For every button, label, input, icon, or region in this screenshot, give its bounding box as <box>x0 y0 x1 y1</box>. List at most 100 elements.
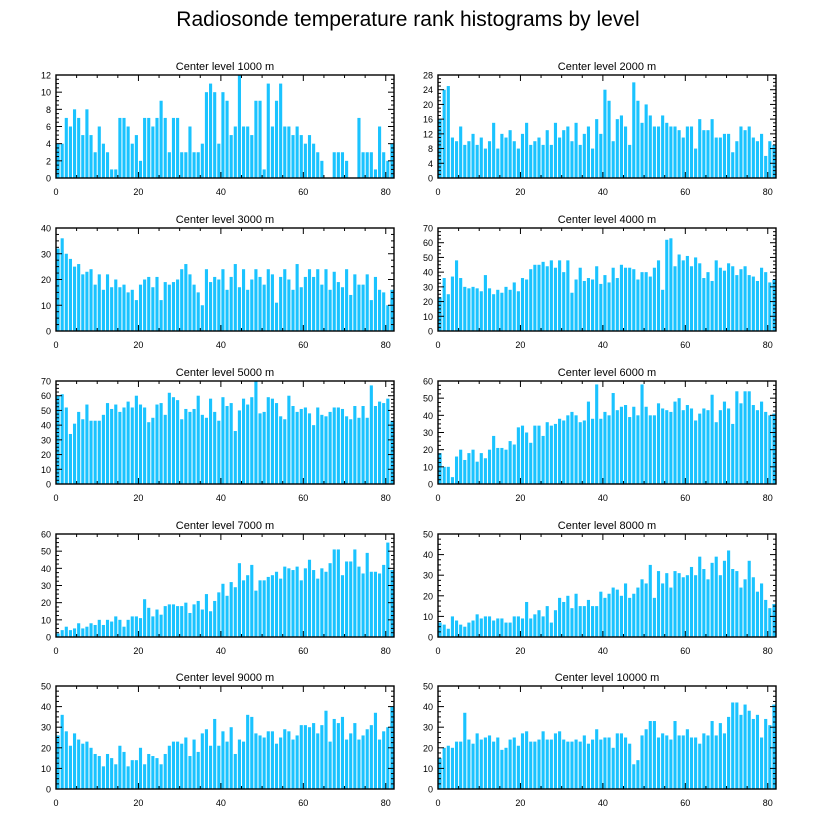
y-tick-label: 20 <box>41 743 51 753</box>
histogram-bar <box>459 126 463 178</box>
panel-2: Center level 2000 m 0 4 8 12 16 20 24 28 0 20 40 60 8… <box>423 61 777 197</box>
histogram-bar <box>541 261 545 331</box>
histogram-bar <box>130 616 134 637</box>
histogram-bar <box>656 403 661 484</box>
histogram-bar <box>159 100 163 178</box>
histogram-bar <box>760 401 764 484</box>
x-tick-label: 20 <box>133 493 143 503</box>
y-tick-label: 0 <box>46 174 51 184</box>
histogram-bar <box>126 292 130 332</box>
y-tick-label: 8 <box>428 144 433 154</box>
histogram-bar <box>114 404 118 484</box>
histogram-bar <box>632 269 636 331</box>
histogram-bar <box>595 119 599 178</box>
x-tick-label: 20 <box>133 187 143 197</box>
histogram-bar <box>578 741 582 789</box>
x-tick-label: 0 <box>53 646 58 656</box>
histogram-bar <box>537 610 541 637</box>
histogram-bar <box>607 737 611 789</box>
histogram-bar <box>151 287 155 331</box>
histogram-bar <box>648 115 652 178</box>
histogram-bar <box>764 718 768 789</box>
histogram-bar <box>324 710 328 789</box>
histogram-bar <box>221 92 225 178</box>
histogram-bar <box>295 735 299 789</box>
histogram-bar <box>533 741 537 789</box>
histogram-bar <box>81 419 85 484</box>
histogram-bar <box>475 461 479 484</box>
histogram-bar <box>549 622 553 637</box>
histogram-bar <box>578 606 582 637</box>
histogram-bar <box>332 718 336 789</box>
histogram-bar <box>340 716 345 789</box>
histogram-bar <box>496 447 500 484</box>
histogram-bar <box>558 731 562 789</box>
histogram-bar <box>718 410 722 484</box>
histogram-bar <box>743 391 747 484</box>
y-tick-label: 20 <box>423 445 433 455</box>
histogram-bar <box>101 414 105 484</box>
histogram-bar <box>159 614 163 637</box>
y-tick-label: 30 <box>423 428 433 438</box>
histogram-bar <box>508 441 512 484</box>
histogram-bar <box>171 282 176 331</box>
histogram-bar <box>743 704 747 789</box>
histogram-bar <box>213 600 217 637</box>
histogram-bar <box>105 619 110 637</box>
histogram-bar <box>171 741 176 789</box>
histogram-bar <box>85 741 89 789</box>
histogram-bar <box>241 741 246 789</box>
x-tick-label: 80 <box>763 798 773 808</box>
y-tick-label: 70 <box>423 224 433 234</box>
histogram-bar <box>603 597 607 637</box>
histogram-bar <box>595 729 599 789</box>
histogram-bar <box>459 449 463 484</box>
histogram-bar <box>520 733 525 789</box>
histogram-bar <box>266 269 270 331</box>
histogram-bar <box>512 616 516 637</box>
histogram-bar <box>623 737 628 789</box>
histogram-bar <box>681 260 685 331</box>
histogram-bar <box>533 264 537 331</box>
histogram-bar <box>332 407 336 484</box>
histogram-bar <box>188 756 192 789</box>
histogram-bar <box>369 725 373 789</box>
histogram-bar <box>623 267 628 331</box>
histogram-bar <box>274 743 279 789</box>
histogram-bar <box>101 289 105 331</box>
histogram-bar <box>241 580 246 637</box>
histogram-bar <box>60 143 64 178</box>
histogram-bar <box>533 425 537 484</box>
x-tick-label: 20 <box>515 187 525 197</box>
panel-title: Center level 9000 m <box>176 672 274 684</box>
histogram-bar <box>512 282 516 331</box>
histogram-bar <box>574 122 578 178</box>
histogram-bar <box>97 274 101 331</box>
histogram-bar <box>89 623 93 637</box>
x-tick-label: 0 <box>435 340 440 350</box>
histogram-bar <box>155 758 159 789</box>
histogram-bar <box>689 408 694 484</box>
histogram-bar <box>533 614 537 637</box>
histogram-bar <box>475 733 479 789</box>
histogram-bar <box>105 753 110 789</box>
histogram-bar <box>689 566 694 637</box>
histogram-bar <box>500 447 504 484</box>
histogram-bar <box>237 739 241 789</box>
histogram-bar <box>743 579 747 637</box>
histogram-bar <box>570 411 574 484</box>
histogram-bar <box>283 566 287 637</box>
histogram-bar <box>661 583 665 637</box>
histogram-bar <box>681 410 685 484</box>
histogram-bar <box>254 269 258 331</box>
histogram-bar <box>442 624 446 637</box>
x-tick-label: 60 <box>298 798 308 808</box>
y-tick-label: 60 <box>41 530 51 540</box>
histogram-bar <box>558 260 562 331</box>
histogram-bar <box>332 152 336 178</box>
histogram-bar <box>233 126 237 178</box>
histogram-bar <box>89 747 93 789</box>
histogram-bar <box>648 276 652 331</box>
histogram-bar <box>163 753 167 789</box>
histogram-bar <box>661 408 665 484</box>
